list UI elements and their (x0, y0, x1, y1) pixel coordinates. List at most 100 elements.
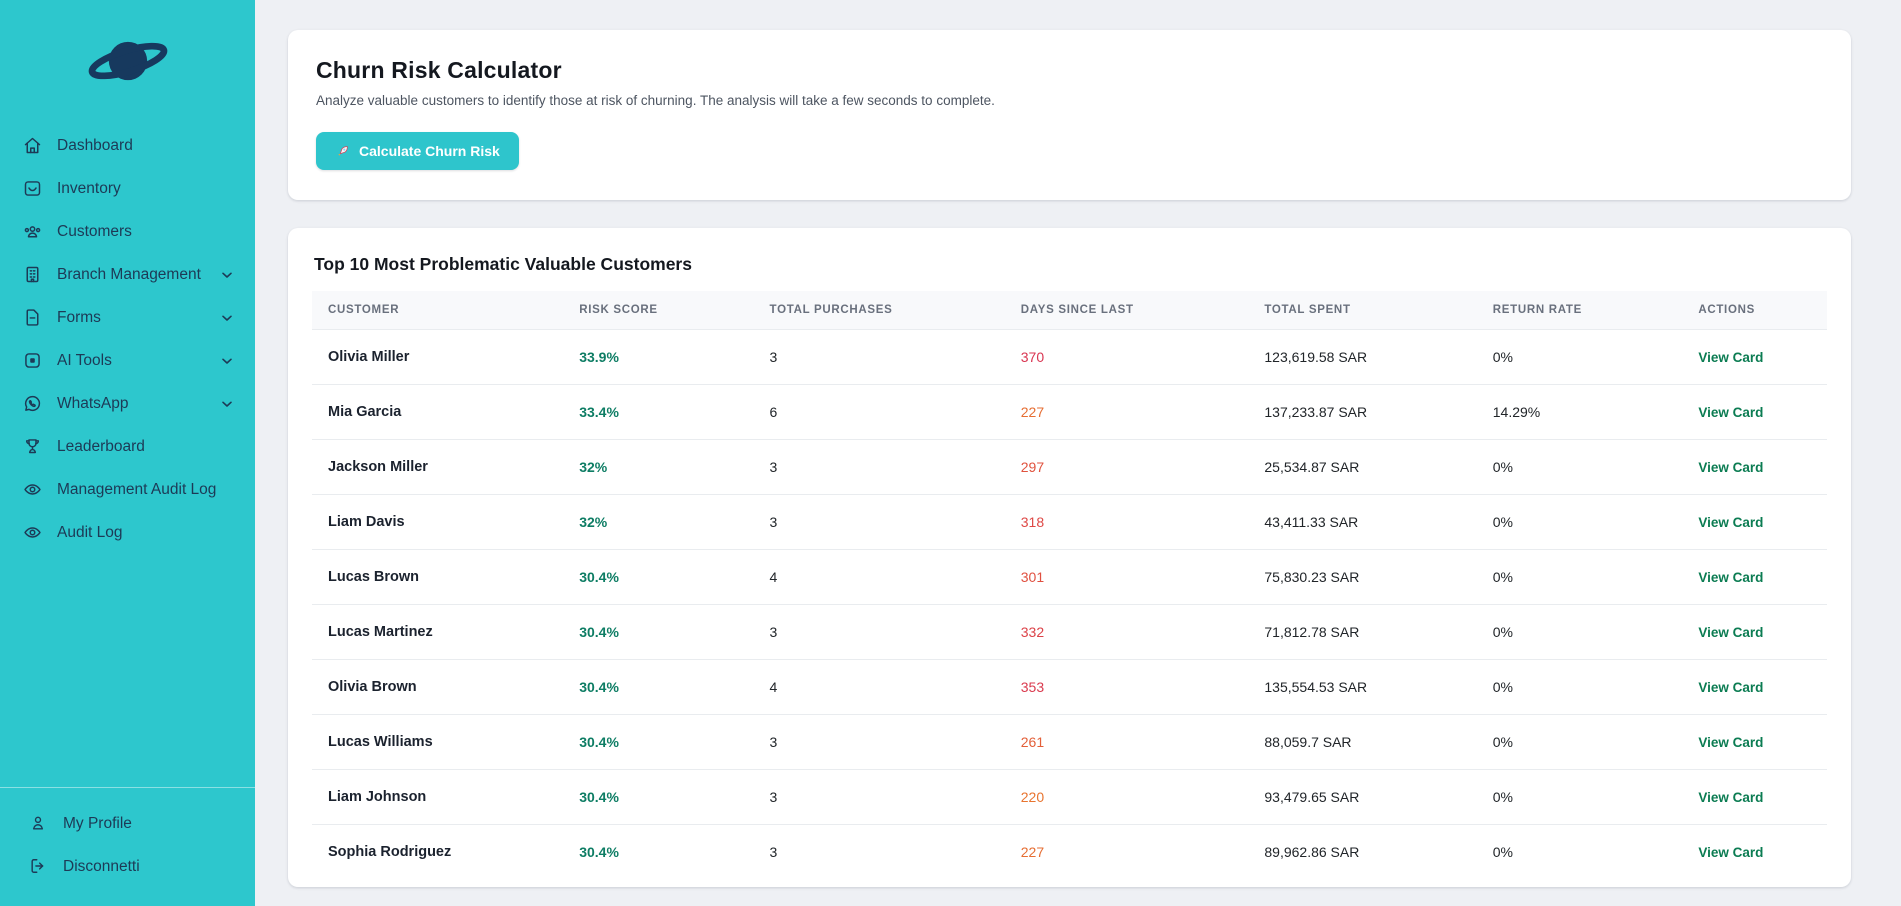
actions-cell: View Card (1682, 384, 1827, 440)
view-card-link[interactable]: View Card (1698, 350, 1764, 365)
risk-score: 33.9% (563, 329, 754, 385)
total-purchases: 3 (753, 329, 1005, 385)
total-spent: 88,059.7 SAR (1248, 714, 1477, 770)
table-row: Sophia Rodriguez 30.4% 3 227 89,962.86 SAR 0%… (312, 825, 1827, 880)
chevron-down-icon (219, 310, 235, 326)
return-rate: 0% (1476, 604, 1683, 660)
table-row: Liam Davis 32% 3 318 43,411.33 SAR 0% View Car… (312, 494, 1827, 550)
churn-risk-calculator-card: Churn Risk Calculator Analyze valuable c… (288, 30, 1851, 200)
return-rate: 0% (1476, 769, 1683, 825)
sidebar-item-label: Leaderboard (57, 437, 145, 455)
main-content: Churn Risk Calculator Analyze valuable c… (255, 0, 1901, 906)
actions-cell: View Card (1682, 659, 1827, 715)
return-rate: 0% (1476, 659, 1683, 715)
chevron-down-icon (219, 396, 235, 412)
column-header-total-spent: TOTAL SPENT (1248, 291, 1477, 330)
actions-cell: View Card (1682, 494, 1827, 550)
days-since-last: 370 (1004, 329, 1249, 385)
customer-name: Jackson Miller (312, 439, 564, 495)
sidebar-nav: Dashboard Inventory Customers Branch Man… (0, 110, 255, 554)
trophy-icon (22, 436, 43, 457)
sidebar-item-inventory[interactable]: Inventory (12, 167, 245, 210)
column-header-days-since-last: DAYS SINCE LAST (1004, 291, 1249, 330)
sidebar-item-label: Customers (57, 222, 132, 240)
sidebar-item-whatsapp[interactable]: WhatsApp (12, 382, 245, 425)
column-header-total-purchases: TOTAL PURCHASES (753, 291, 1005, 330)
actions-cell: View Card (1682, 549, 1827, 605)
view-card-link[interactable]: View Card (1698, 680, 1764, 695)
view-card-link[interactable]: View Card (1698, 460, 1764, 475)
sidebar-item-label: My Profile (63, 814, 132, 832)
table-title: Top 10 Most Problematic Valuable Custome… (314, 254, 692, 274)
column-header-return-rate: RETURN RATE (1476, 291, 1683, 330)
days-since-last: 332 (1004, 604, 1249, 660)
chevron-down-icon (219, 353, 235, 369)
return-rate: 0% (1476, 329, 1683, 385)
sidebar-item-logout[interactable]: Disconnetti (18, 845, 245, 888)
sidebar-item-my-profile[interactable]: My Profile (18, 802, 245, 845)
sidebar-item-customers[interactable]: Customers (12, 210, 245, 253)
users-icon (22, 221, 43, 242)
table-row: Olivia Brown 30.4% 4 353 135,554.53 SAR 0% Vie… (312, 659, 1827, 715)
customer-name: Liam Johnson (312, 769, 564, 825)
customer-name: Lucas Martinez (312, 604, 564, 660)
home-icon (22, 135, 43, 156)
view-card-link[interactable]: View Card (1698, 790, 1764, 805)
days-since-last: 227 (1020, 844, 1045, 860)
view-card-link[interactable]: View Card (1698, 515, 1764, 530)
actions-cell: View Card (1682, 329, 1827, 385)
page-description: Analyze valuable customers to identify t… (316, 93, 995, 108)
days-since-last: 297 (1004, 439, 1249, 495)
sidebar-item-ai-tools[interactable]: AI Tools (12, 339, 245, 382)
risk-score: 30.4% (563, 769, 754, 825)
sidebar-item-audit-log[interactable]: Audit Log (12, 511, 245, 554)
sidebar-footer: My Profile Disconnetti (0, 787, 255, 906)
column-header-actions: ACTIONS (1682, 291, 1827, 330)
total-spent: 123,619.58 SAR (1248, 329, 1477, 385)
problematic-customers-card: Top 10 Most Problematic Valuable Custome… (288, 228, 1851, 887)
table-row: Olivia Miller 33.9% 3 370 123,619.58 SAR 0% Vi… (312, 329, 1827, 385)
sidebar-item-dashboard[interactable]: Dashboard (12, 124, 245, 167)
view-card-link[interactable]: View Card (1698, 735, 1764, 750)
customer-name: Olivia Brown (312, 659, 564, 715)
total-spent: 89,962.86 SAR (1264, 844, 1360, 860)
logout-icon (28, 856, 49, 877)
total-purchases: 3 (753, 769, 1005, 825)
view-card-link[interactable]: View Card (1698, 405, 1764, 420)
sidebar-item-forms[interactable]: Forms (12, 296, 245, 339)
sidebar-item-label: Forms (57, 308, 101, 326)
return-rate: 0% (1476, 439, 1683, 495)
actions-cell: View Card (1682, 769, 1827, 825)
total-purchases: 3 (753, 439, 1005, 495)
column-header-risk-score: RISK SCORE (563, 291, 754, 330)
customer-name: Lucas Williams (312, 714, 564, 770)
actions-cell: View Card (1682, 604, 1827, 660)
risk-score: 32% (563, 494, 754, 550)
table-row: Liam Johnson 30.4% 3 220 93,479.65 SAR 0% View… (312, 769, 1827, 825)
sidebar-item-label: Inventory (57, 179, 121, 197)
view-card-link[interactable]: View Card (1698, 570, 1764, 585)
calculate-churn-risk-button[interactable]: Calculate Churn Risk (316, 132, 519, 170)
total-purchases: 3 (753, 604, 1005, 660)
table-row: Mia Garcia 33.4% 6 227 137,233.87 SAR 14.29% V… (312, 384, 1827, 440)
risk-score: 33.4% (563, 384, 754, 440)
sidebar-item-branch-management[interactable]: Branch Management (12, 253, 245, 296)
saturn-planet-icon (88, 41, 167, 81)
calculate-churn-risk-label: Calculate Churn Risk (359, 143, 500, 159)
table-body: Olivia Miller 33.9% 3 370 123,619.58 SAR 0% Vi… (312, 329, 1827, 880)
view-card-link[interactable]: View Card (1698, 625, 1764, 640)
sidebar-item-leaderboard[interactable]: Leaderboard (12, 425, 245, 468)
app-logo (0, 0, 255, 110)
sidebar-item-label: AI Tools (57, 351, 112, 369)
risk-score: 32% (563, 439, 754, 495)
table-row: Jackson Miller 32% 3 297 25,534.87 SAR 0% View… (312, 439, 1827, 495)
actions-cell: View Card (1682, 439, 1827, 495)
total-spent: 43,411.33 SAR (1248, 494, 1477, 550)
sidebar-item-management-audit-log[interactable]: Management Audit Log (12, 468, 245, 511)
sidebar: Dashboard Inventory Customers Branch Man… (0, 0, 255, 906)
table-row: Lucas Williams 30.4% 3 261 88,059.7 SAR 0% Vie… (312, 714, 1827, 770)
view-card-link[interactable]: View Card (1698, 845, 1764, 860)
total-spent: 135,554.53 SAR (1248, 659, 1477, 715)
customer-name: Sophia Rodriguez (328, 844, 452, 860)
box-icon (22, 178, 43, 199)
